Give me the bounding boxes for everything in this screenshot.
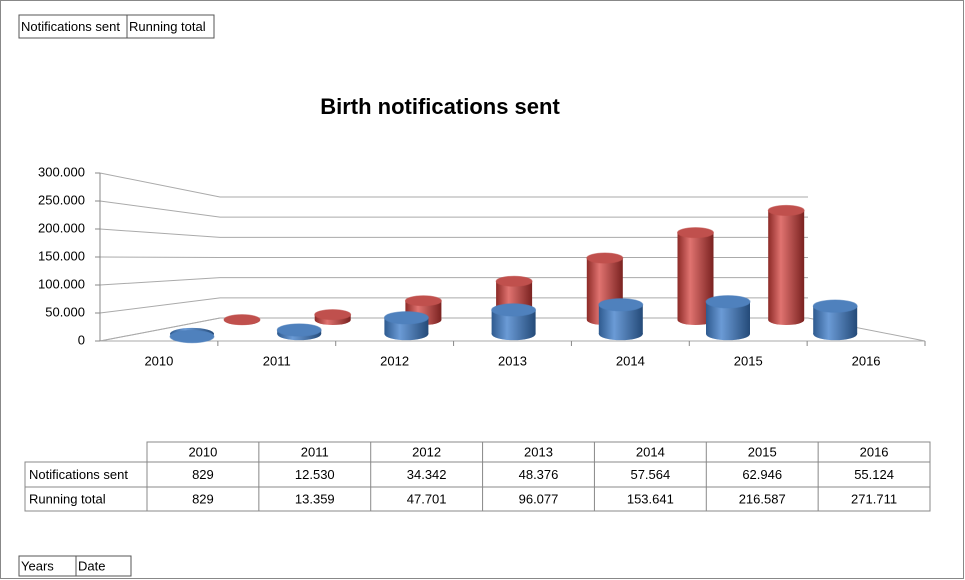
y-tick-label: 100.000 (38, 276, 85, 291)
table-cell: 55.124 (854, 467, 894, 482)
cylinder-top (491, 303, 537, 317)
y-tick-label: 300.000 (38, 164, 85, 179)
y-tick-label: 200.000 (38, 220, 85, 235)
field-button[interactable] (126, 14, 215, 39)
cylinder-top (223, 314, 261, 326)
cylinder-top (812, 299, 858, 313)
table-cell: 829 (192, 491, 214, 506)
grid-line (99, 200, 808, 218)
cylinder (276, 323, 322, 341)
field-button[interactable] (75, 555, 132, 577)
field-button-label: Date (78, 558, 105, 573)
x-tick-label: 2016 (852, 353, 881, 368)
y-tick-label: 0 (78, 332, 85, 347)
x-tick-label: 2014 (616, 353, 645, 368)
table-cell: 216.587 (739, 491, 786, 506)
cylinder-top (383, 311, 429, 325)
cylinder (169, 327, 215, 344)
table-cell: 57.564 (630, 467, 670, 482)
cylinder-top (169, 329, 215, 344)
table-row-label: Running total (29, 491, 106, 506)
cylinder (705, 295, 751, 341)
table-cell: 47.701 (407, 491, 447, 506)
cylinder-top (404, 295, 442, 307)
table-cell: 62.946 (742, 467, 782, 482)
table-cell: 13.359 (295, 491, 335, 506)
cylinder-body (768, 210, 805, 320)
cylinder-top (586, 252, 624, 264)
table-header: 2010 (188, 444, 217, 459)
y-tick-label: 50.000 (45, 304, 85, 319)
table-header: 2013 (524, 444, 553, 459)
cylinder-top (314, 309, 352, 321)
cylinder (767, 204, 805, 326)
grid-line (99, 172, 808, 198)
table-cell: 829 (192, 467, 214, 482)
table-header: 2014 (636, 444, 665, 459)
cylinder-top (495, 275, 533, 287)
table-header: 2012 (412, 444, 441, 459)
cylinder-top (767, 204, 805, 216)
table-cell: 12.530 (295, 467, 335, 482)
x-tick-label: 2012 (380, 353, 409, 368)
table-header: 2015 (748, 444, 777, 459)
cylinder-top (598, 298, 644, 312)
field-button-label: Running total (129, 19, 206, 34)
grid-line (99, 228, 808, 238)
cylinder-top (677, 227, 714, 239)
table-cell: 96.077 (519, 491, 559, 506)
table-cell: 48.376 (519, 467, 559, 482)
x-tick-label: 2010 (144, 353, 173, 368)
x-tick-label: 2013 (498, 353, 527, 368)
cylinder (314, 309, 352, 326)
cylinder (812, 299, 858, 341)
table-cell: 271.711 (851, 491, 897, 506)
table-cell: 153.641 (627, 491, 674, 506)
field-button-label: Years (21, 558, 54, 573)
y-tick-label: 150.000 (38, 248, 85, 263)
cylinder (598, 298, 644, 341)
cylinder (491, 303, 537, 341)
field-button-label: Notifications sent (21, 19, 120, 34)
y-tick-label: 250.000 (38, 192, 85, 207)
x-tick-label: 2015 (734, 353, 763, 368)
cylinder (223, 314, 261, 326)
table-header: 2016 (860, 444, 889, 459)
x-tick-label: 2011 (263, 353, 291, 368)
cylinder-top (705, 295, 751, 309)
table-row-label: Notifications sent (29, 467, 128, 482)
cylinder-top (276, 323, 322, 337)
cylinder (383, 311, 429, 341)
table-cell: 34.342 (407, 467, 447, 482)
table-header: 2011 (301, 444, 329, 459)
chart-title: Birth notifications sent (320, 94, 560, 119)
